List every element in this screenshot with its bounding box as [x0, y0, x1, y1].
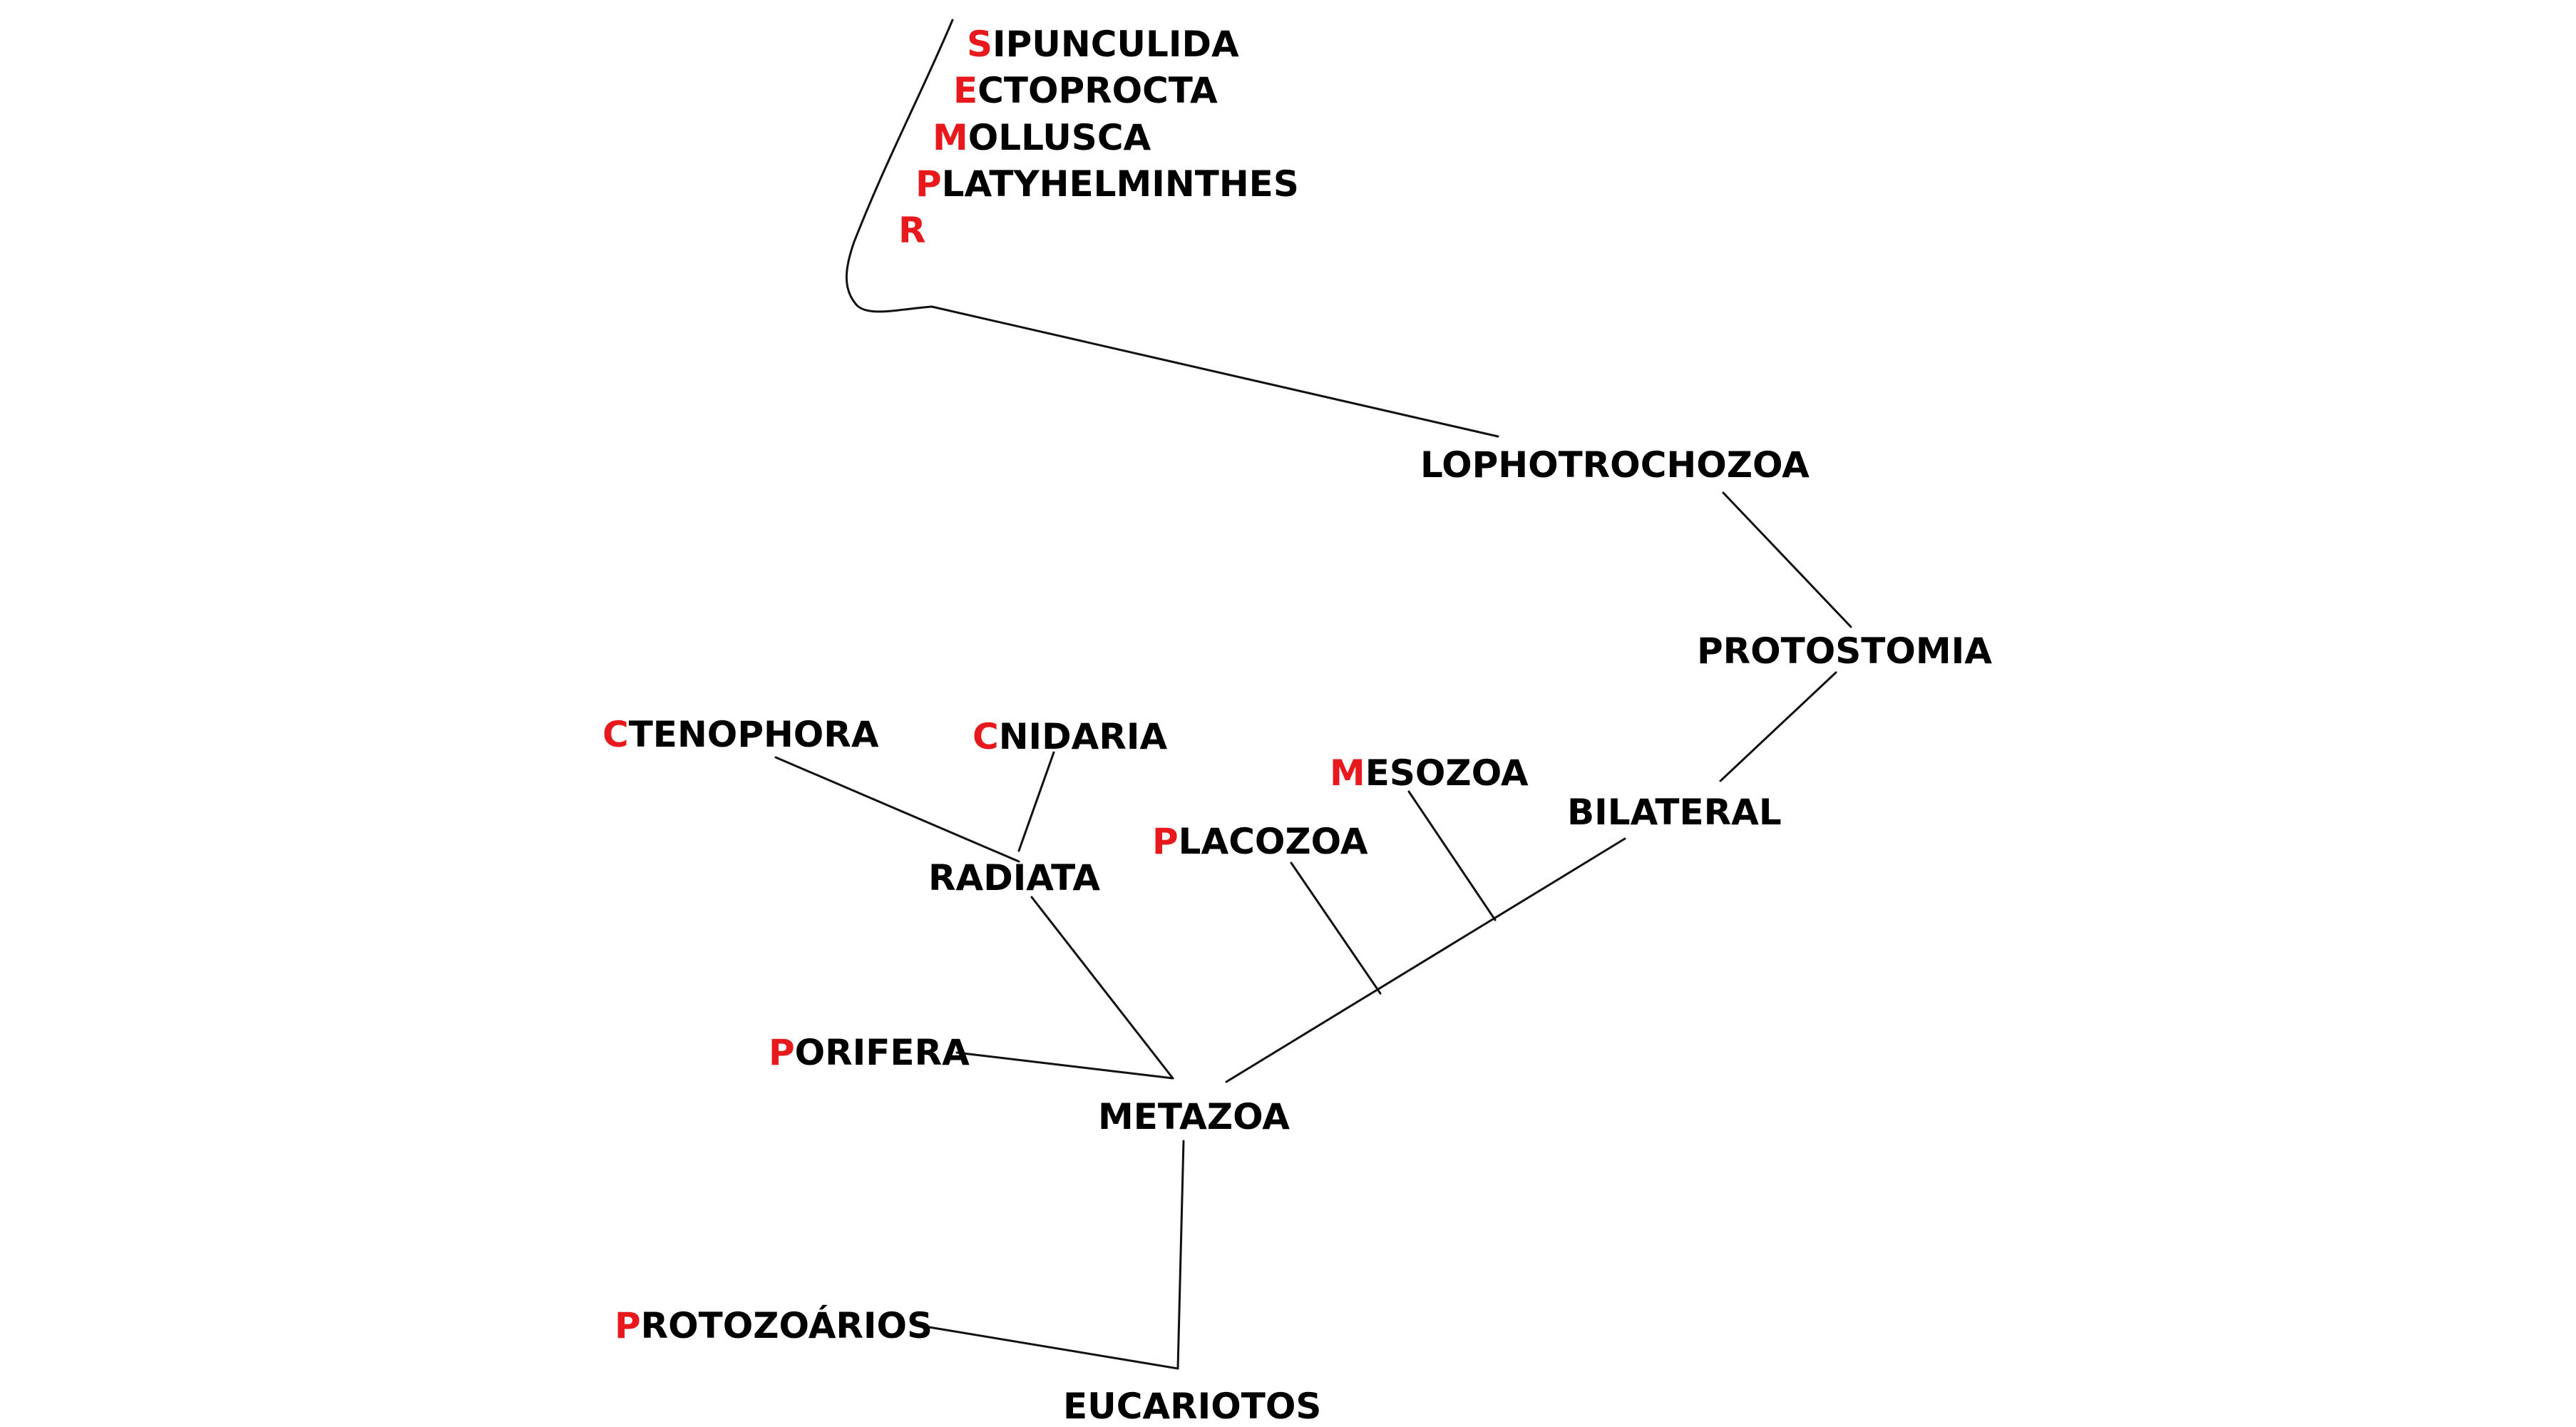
node-platyhelminthes-initial: P — [915, 163, 942, 205]
node-protostomia-text: PROTOSTOMIA — [1697, 630, 1992, 672]
node-placozoa-rest: LACOZOA — [1179, 821, 1368, 862]
branch-bilateral-protostomia — [1720, 672, 1836, 781]
node-metazoa-text: METAZOA — [1098, 1096, 1290, 1137]
node-ectoprocta-rest: CTOPROCTA — [977, 70, 1218, 111]
node-porifera-initial: P — [769, 1032, 795, 1073]
branch-porifera-metazoa — [957, 1053, 1173, 1078]
node-protozoarios: PROTOZOÁRIOS — [615, 1308, 933, 1344]
node-platyhelminthes-rest: LATYHELMINTHES — [942, 163, 1299, 205]
node-sipunculida: SIPUNCULIDA — [967, 26, 1239, 62]
node-sipunculida-rest: IPUNCULIDA — [992, 24, 1239, 65]
node-radiata-text: RADIATA — [928, 857, 1100, 899]
node-ctenophora-rest: TENOPHORA — [629, 714, 879, 755]
branch-cnidaria-radiata — [1019, 752, 1054, 851]
node-bilateral-text: BILATERAL — [1567, 792, 1782, 833]
node-porifera: PORIFERA — [769, 1035, 970, 1070]
branch-protostomia-lophotrochozoa — [1723, 493, 1851, 627]
branch-mesozoa — [1409, 792, 1495, 920]
node-placozoa-initial: P — [1152, 821, 1179, 862]
node-ectoprocta-initial: E — [953, 70, 977, 111]
node-mesozoa-rest: ESOZOA — [1365, 752, 1529, 794]
node-sipunculida-initial: S — [967, 24, 992, 65]
node-protozoarios-rest: ROTOZOÁRIOS — [641, 1305, 933, 1346]
node-protozoarios-initial: P — [615, 1305, 641, 1346]
node-placozoa: PLACOZOA — [1152, 824, 1368, 859]
node-eucariotos: EUCARIOTOS — [1063, 1388, 1321, 1424]
branch-metazoa-bilateral — [1226, 839, 1625, 1082]
node-platyhelminthes: PLATYHELMINTHES — [915, 166, 1299, 202]
branch-radiata-metazoa — [1032, 897, 1173, 1078]
node-bilateral: BILATERAL — [1567, 794, 1782, 830]
node-mesozoa-initial: M — [1330, 752, 1365, 794]
node-lophotrochozoa-text: LOPHOTROCHOZOA — [1420, 444, 1810, 486]
branch-ctenophora-radiata — [776, 757, 1019, 861]
node-mollusca-initial: M — [933, 117, 968, 158]
node-eucariotos-text: EUCARIOTOS — [1063, 1386, 1321, 1427]
node-radiata: RADIATA — [928, 860, 1100, 896]
node-ctenophora: CTENOPHORA — [602, 717, 879, 752]
node-ctenophora-initial: C — [602, 714, 629, 755]
node-ectoprocta: ECTOPROCTA — [953, 73, 1218, 108]
branch-eucariotos-metazoa — [1178, 1141, 1184, 1369]
branch-placozoa — [1291, 863, 1380, 993]
node-r-item: R — [898, 213, 926, 248]
node-cnidaria-rest: NIDARIA — [999, 716, 1167, 757]
node-mesozoa: MESOZOA — [1330, 755, 1529, 791]
node-cnidaria-initial: C — [973, 716, 999, 757]
node-porifera-rest: ORIFERA — [795, 1032, 970, 1073]
branch-protozoarios-eucariotos — [916, 1325, 1178, 1369]
node-mollusca: MOLLUSCA — [933, 120, 1151, 155]
node-metazoa: METAZOA — [1098, 1099, 1290, 1135]
node-r-item-initial: R — [898, 210, 926, 251]
node-cnidaria: CNIDARIA — [973, 719, 1167, 755]
node-lophotrochozoa: LOPHOTROCHOZOA — [1420, 447, 1810, 483]
node-mollusca-rest: OLLUSCA — [968, 117, 1151, 158]
node-protostomia: PROTOSTOMIA — [1697, 633, 1992, 669]
